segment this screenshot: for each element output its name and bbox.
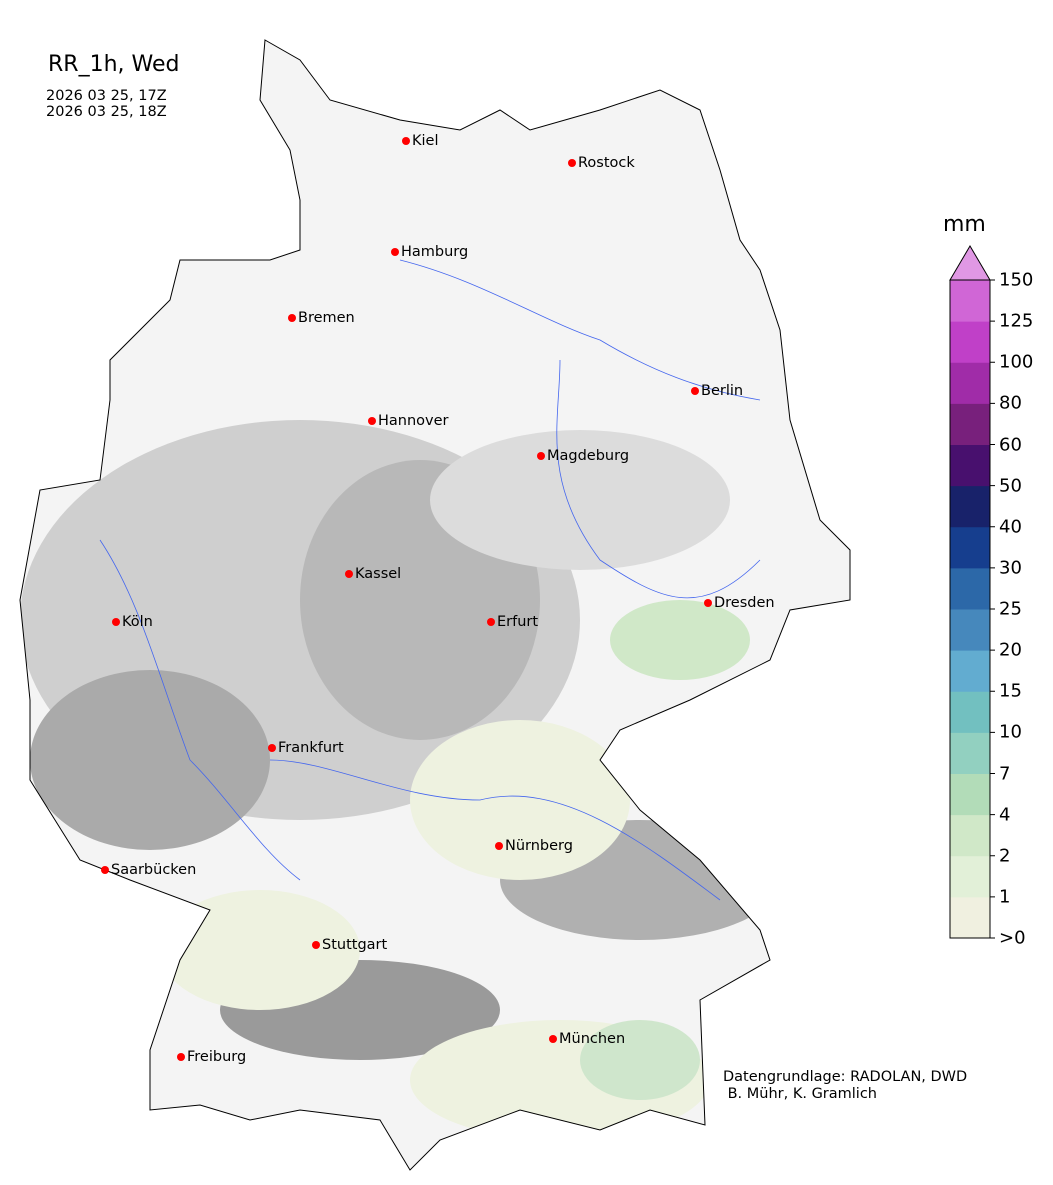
city-marker: Rostock [568, 155, 635, 171]
colorbar-tick-label: 30 [999, 557, 1022, 579]
city-dot-icon [691, 387, 699, 395]
city-label: Rostock [578, 155, 635, 171]
colorbar-segment [950, 485, 990, 528]
valid-time-start: 2026 03 25, 17Z [46, 88, 167, 104]
city-dot-icon [402, 137, 410, 145]
colorbar-tick-label: >0 [999, 927, 1026, 949]
colorbar-tick-label: 50 [999, 475, 1022, 497]
colorbar-segment [950, 280, 990, 322]
colorbar-segment [950, 403, 990, 445]
colorbar-unit: mm [943, 212, 986, 237]
city-dot-icon [312, 941, 320, 949]
city-dot-icon [368, 417, 376, 425]
valid-time-end: 2026 03 25, 18Z [46, 104, 167, 120]
city-dot-icon [101, 866, 109, 874]
colorbar-tick-label: 10 [999, 721, 1022, 743]
city-label: Berlin [701, 383, 744, 399]
city-label: Köln [122, 614, 153, 630]
colorbar-tick-label: 20 [999, 639, 1022, 661]
city-marker: Hamburg [391, 244, 469, 260]
city-marker: München [549, 1031, 626, 1047]
colorbar-segment [950, 814, 990, 857]
colorbar-segment [950, 773, 990, 816]
city-marker: Kiel [402, 133, 439, 149]
city-marker: Bremen [288, 310, 355, 326]
map-title: RR_1h, Wed [48, 52, 180, 77]
city-label: Nürnberg [505, 838, 573, 854]
colorbar-tick-label: 7 [999, 763, 1011, 784]
city-marker: Erfurt [487, 614, 539, 630]
colorbar-tick-label: 60 [999, 434, 1022, 455]
city-dot-icon [345, 570, 353, 578]
colorbar-tick-label: 15 [999, 680, 1022, 702]
city-marker: Berlin [691, 383, 744, 399]
city-label: Freiburg [187, 1049, 247, 1065]
city-marker: Nürnberg [495, 838, 573, 854]
city-label: München [559, 1031, 626, 1047]
city-label: Kassel [355, 566, 402, 582]
city-label: Saarbücken [111, 862, 197, 878]
city-label: Erfurt [497, 614, 539, 630]
city-marker: Frankfurt [268, 740, 344, 756]
colorbar-extend-arrow [949, 245, 991, 281]
colorbar-segment [950, 609, 990, 651]
city-marker: Magdeburg [537, 448, 630, 464]
colorbar-segment [950, 650, 990, 692]
city-dot-icon [487, 618, 495, 626]
city-label: Hannover [378, 413, 449, 429]
city-marker: Saarbücken [101, 862, 197, 878]
city-dot-icon [568, 159, 576, 167]
colorbar-tick-label: 2 [999, 845, 1011, 867]
colorbar-segment [950, 691, 990, 733]
city-dot-icon [549, 1035, 557, 1043]
city-label: Hamburg [401, 244, 469, 260]
city-marker: Stuttgart [312, 937, 388, 953]
colorbar-tick-label: 4 [999, 804, 1011, 826]
colorbar-segment [950, 567, 990, 610]
colorbar-segment [950, 362, 990, 404]
data-credit: Datengrundlage: RADOLAN, DWD B. Mühr, K.… [723, 1069, 968, 1102]
city-dot-icon [177, 1053, 185, 1061]
city-dot-icon [704, 599, 712, 607]
city-label: Stuttgart [322, 937, 388, 953]
colorbar-tick-label: 25 [999, 598, 1022, 620]
city-marker: Freiburg [177, 1049, 247, 1065]
colorbar-segment [950, 896, 990, 939]
colorbar-tick-label: 100 [999, 351, 1034, 373]
city-label: Frankfurt [278, 740, 344, 756]
colorbar-tick-label: 40 [999, 516, 1022, 538]
city-dot-icon [112, 618, 120, 626]
city-marker: Kassel [345, 566, 402, 582]
city-dot-icon [288, 314, 296, 322]
city-dot-icon [391, 248, 399, 256]
rivers [99, 259, 761, 901]
colorbar-tick-label: 125 [999, 310, 1034, 332]
colorbar-segment [950, 444, 990, 487]
colorbar-segment [950, 855, 990, 898]
city-label: Bremen [298, 310, 355, 326]
city-label: Dresden [714, 595, 775, 611]
city-label: Magdeburg [547, 448, 630, 464]
city-dot-icon [495, 842, 503, 850]
city-label: Kiel [412, 133, 439, 149]
city-dot-icon [537, 452, 545, 460]
city-marker: Köln [112, 614, 153, 630]
colorbar-tick-label: 1 [999, 886, 1011, 908]
colorbar-segment [950, 732, 990, 774]
colorbar-segment [950, 321, 990, 363]
city-dot-icon [268, 744, 276, 752]
colorbar-tick-label: 150 [999, 269, 1034, 291]
colorbar-tick-label: 80 [999, 392, 1022, 414]
colorbar-segment [950, 526, 990, 569]
city-marker: Hannover [368, 413, 449, 429]
city-marker: Dresden [704, 595, 775, 611]
